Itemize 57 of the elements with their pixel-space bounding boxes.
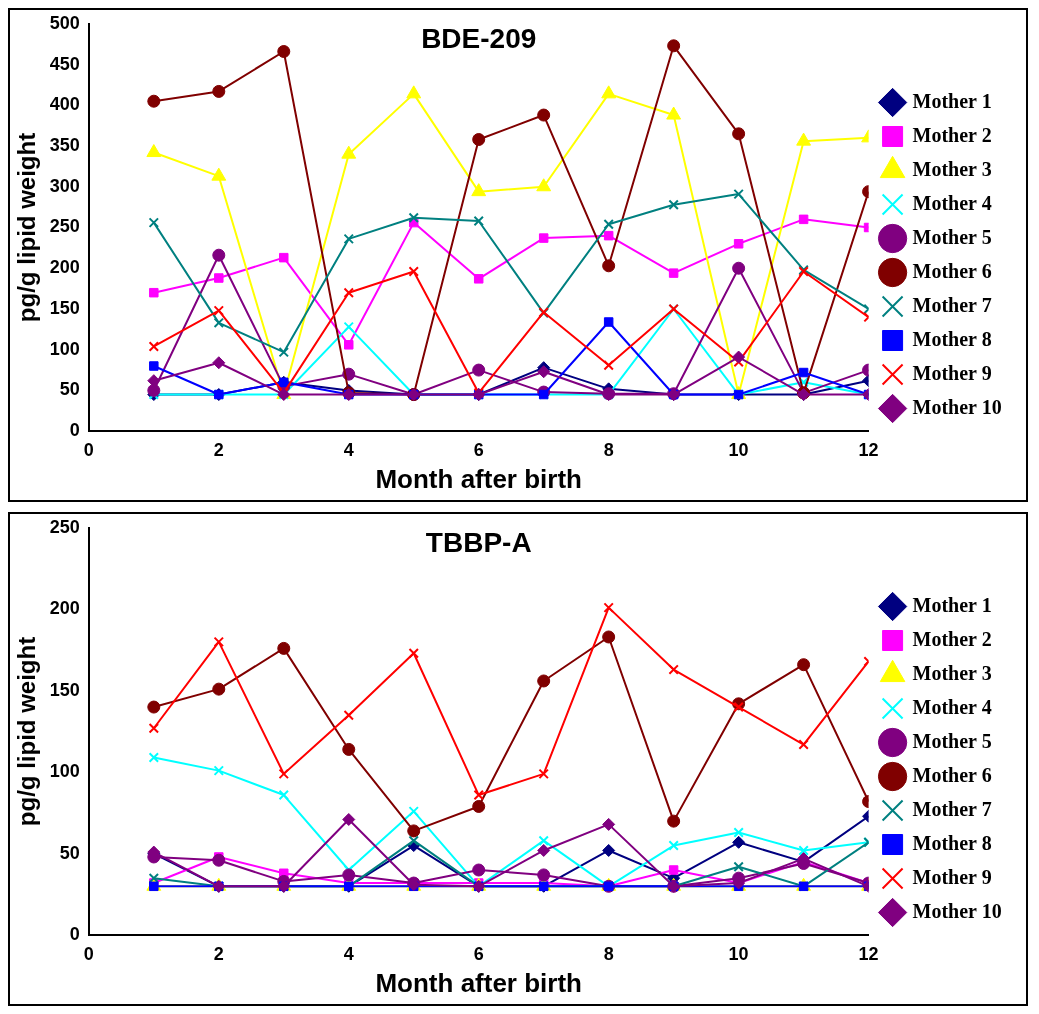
y-tick-label: 300 <box>49 175 80 196</box>
x-tick-label: 6 <box>473 439 484 460</box>
x-tick-label: 4 <box>343 439 354 460</box>
x-tick-label: 4 <box>343 943 354 964</box>
legend-label: Mother 7 <box>912 797 992 820</box>
y-axis-title: pg/g lipid weight <box>13 132 41 323</box>
y-tick-label: 450 <box>49 53 80 74</box>
y-tick-label: 400 <box>49 94 80 115</box>
legend-label: Mother 4 <box>912 191 992 214</box>
x-tick-label: 8 <box>603 439 614 460</box>
legend-label: Mother 5 <box>912 225 992 248</box>
legend-label: Mother 4 <box>912 695 992 718</box>
legend-label: Mother 8 <box>912 327 992 350</box>
x-tick-label: 2 <box>213 439 224 460</box>
x-tick-label: 12 <box>858 943 879 964</box>
y-tick-label: 150 <box>49 297 80 318</box>
y-tick-label: 50 <box>59 842 80 863</box>
legend-label: Mother 1 <box>912 593 992 616</box>
legend-label: Mother 3 <box>912 157 992 180</box>
chart-title: TBBP-A <box>425 526 532 558</box>
y-tick-label: 0 <box>69 924 80 945</box>
x-axis-title: Month after birth <box>375 967 582 998</box>
x-tick-label: 2 <box>213 943 224 964</box>
legend-label: Mother 8 <box>912 831 992 854</box>
y-axis-title: pg/g lipid weight <box>13 636 41 827</box>
x-tick-label: 8 <box>603 943 614 964</box>
x-tick-label: 0 <box>83 943 94 964</box>
legend-label: Mother 2 <box>912 627 992 650</box>
y-tick-label: 150 <box>49 679 80 700</box>
legend-label: Mother 3 <box>912 661 992 684</box>
y-tick-label: 100 <box>49 761 80 782</box>
legend-label: Mother 9 <box>912 361 992 384</box>
x-tick-label: 10 <box>728 943 749 964</box>
chart-title: BDE-209 <box>421 22 537 54</box>
y-tick-label: 0 <box>69 420 80 441</box>
legend-label: Mother 6 <box>912 259 992 282</box>
legend-label: Mother 1 <box>912 89 992 112</box>
legend-label: Mother 10 <box>912 899 1002 922</box>
x-tick-label: 10 <box>728 439 749 460</box>
y-tick-label: 50 <box>59 379 80 400</box>
y-tick-label: 350 <box>49 134 80 155</box>
y-tick-label: 200 <box>49 257 80 278</box>
legend-label: Mother 10 <box>912 395 1002 418</box>
x-tick-label: 0 <box>83 439 94 460</box>
x-axis-title: Month after birth <box>375 463 582 494</box>
legend-label: Mother 2 <box>912 123 992 146</box>
legend-label: Mother 7 <box>912 293 992 316</box>
legend-label: Mother 9 <box>912 865 992 888</box>
y-tick-label: 250 <box>49 516 80 537</box>
y-tick-label: 100 <box>49 338 80 359</box>
x-tick-label: 6 <box>473 943 484 964</box>
y-tick-label: 250 <box>49 216 80 237</box>
legend-label: Mother 6 <box>912 763 992 786</box>
x-tick-label: 12 <box>858 439 879 460</box>
y-tick-label: 500 <box>49 12 80 33</box>
y-tick-label: 200 <box>49 598 80 619</box>
legend-label: Mother 5 <box>912 729 992 752</box>
